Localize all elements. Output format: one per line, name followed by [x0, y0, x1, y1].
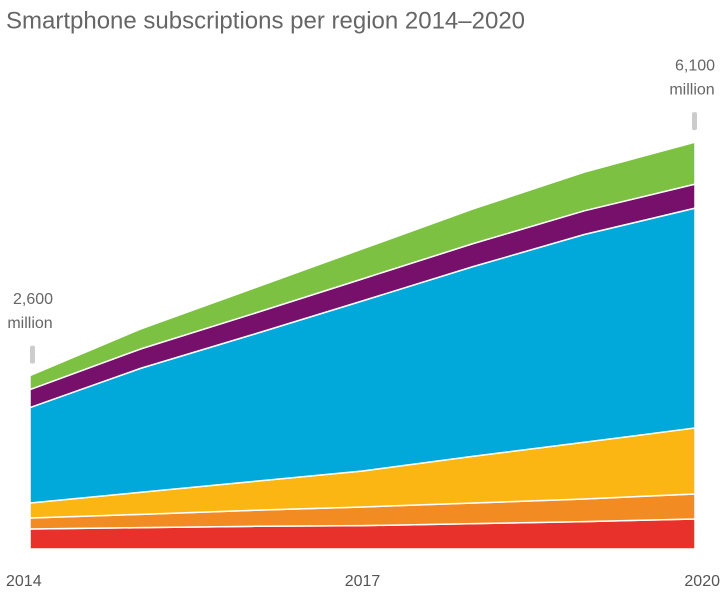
annotation-value: 2,600	[13, 291, 53, 308]
x-tick-label: 2017	[345, 573, 381, 590]
annotation-unit: million	[669, 81, 714, 98]
annotation-value: 6,100	[675, 57, 715, 74]
chart-title: Smartphone subscriptions per region 2014…	[6, 7, 525, 34]
annotation-tick	[692, 112, 697, 131]
area	[29, 141, 696, 391]
x-tick-label: 2020	[684, 573, 720, 590]
x-tick-label: 2014	[6, 573, 42, 590]
annotation-tick	[30, 345, 35, 364]
annotation-unit: million	[7, 315, 52, 332]
